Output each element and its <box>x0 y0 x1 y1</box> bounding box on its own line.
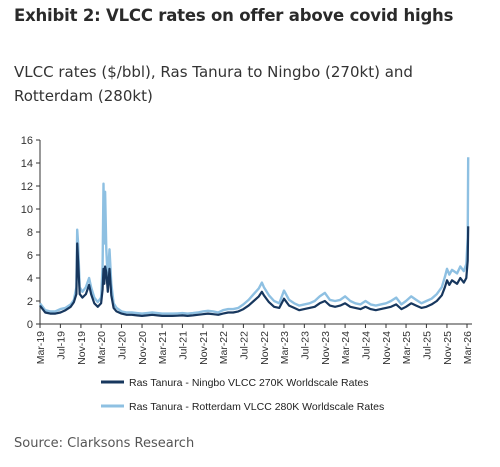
x-tick-label: Jul-20 <box>116 331 128 360</box>
x-tick-label: Mar-24 <box>340 331 352 364</box>
y-tick-label: 16 <box>21 135 33 147</box>
x-tick-label: Nov-22 <box>259 331 271 365</box>
legend-label: Ras Tanura - Rotterdam VLCC 280K Worldsc… <box>129 401 384 413</box>
y-tick-label: 12 <box>21 181 33 193</box>
x-tick-label: Mar-21 <box>157 331 169 364</box>
x-tick-label: Jul-23 <box>299 331 311 360</box>
y-tick-label: 0 <box>27 319 33 331</box>
x-tick-label: Jul-24 <box>360 331 372 360</box>
y-axis: 0 2 4 6 8 10 12 14 16 <box>21 135 41 331</box>
x-tick-label: Nov-24 <box>381 331 393 365</box>
x-tick-label: Mar-22 <box>218 331 230 364</box>
series-lines <box>39 157 470 317</box>
y-tick-label: 6 <box>27 250 33 262</box>
x-tick-label: Nov-21 <box>198 331 210 365</box>
y-tick-label: 8 <box>27 227 33 239</box>
x-tick-label: Jul-22 <box>238 331 250 360</box>
y-tick-label: 4 <box>27 273 33 285</box>
chart-subtitle: VLCC rates ($/bbl), Ras Tanura to Ningbo… <box>14 63 413 105</box>
x-tick-label: Jul-25 <box>421 331 433 360</box>
x-tick-label: Nov-25 <box>442 331 454 365</box>
x-tick-label: Nov-20 <box>137 331 149 365</box>
legend-label: Ras Tanura - Ningbo VLCC 270K Worldscale… <box>129 377 368 389</box>
y-tick-label: 10 <box>21 204 33 216</box>
y-tick-label: 14 <box>21 158 33 170</box>
legend: Ras Tanura - Ningbo VLCC 270K Worldscale… <box>101 377 384 413</box>
x-tick-label: Mar-19 <box>35 331 47 364</box>
exhibit-title: Exhibit 2: VLCC rates on offer above cov… <box>14 6 454 25</box>
y-tick-label: 2 <box>27 296 33 308</box>
x-tick-label: Nov-19 <box>76 331 88 365</box>
x-tick-label: Jul-19 <box>55 331 67 360</box>
series-line-ningbo <box>39 226 470 317</box>
source-note: Source: Clarksons Research <box>14 436 195 451</box>
x-tick-label: Mar-25 <box>401 331 413 364</box>
series-line-rotterdam <box>39 157 470 315</box>
x-tick-label: Mar-23 <box>279 331 291 364</box>
x-tick-label: Jul-21 <box>177 331 189 360</box>
vlcc-rates-chart: 0 2 4 6 8 10 12 14 16 Mar-19 Jul-19 Nov-19 Mar-20 Ju… <box>21 135 474 413</box>
plot-area: 0 2 4 6 8 10 12 14 16 Mar-19 Jul-19 Nov-19 Mar-20 Ju… <box>21 135 474 365</box>
x-axis: Mar-19 Jul-19 Nov-19 Mar-20 Jul-20 Nov-20 Mar-… <box>35 323 474 365</box>
x-tick-label: Mar-26 <box>462 331 474 364</box>
x-tick-label: Nov-23 <box>320 331 332 365</box>
x-tick-label: Mar-20 <box>96 331 108 364</box>
